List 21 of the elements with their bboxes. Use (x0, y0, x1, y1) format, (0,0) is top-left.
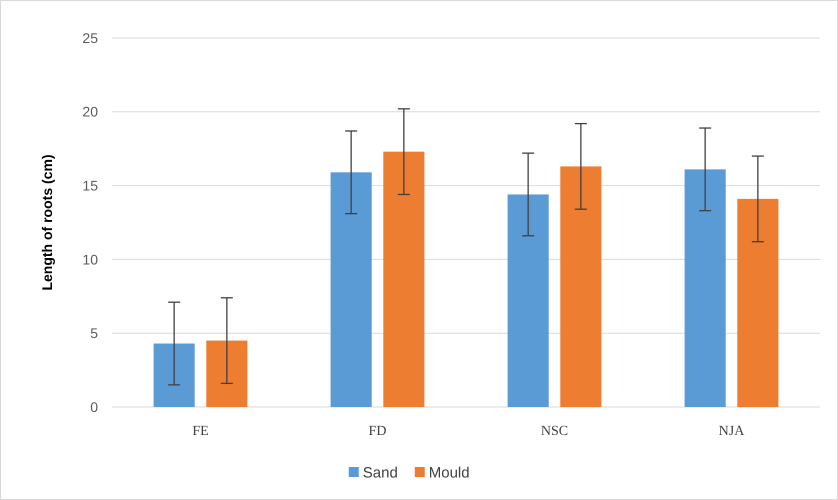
legend-label: Mould (428, 464, 470, 482)
bar (383, 152, 424, 407)
x-tick-label: FD (368, 424, 386, 439)
legend-label: Sand (362, 464, 398, 482)
y-tick-label: 15 (82, 178, 98, 194)
bar (508, 194, 549, 407)
bar (206, 340, 248, 407)
y-tick-label: 0 (90, 398, 98, 415)
y-tick-label: 25 (82, 30, 98, 46)
x-tick-label: NSC (540, 424, 568, 439)
bar (684, 169, 726, 407)
y-tick-label: 10 (82, 251, 98, 268)
bar (560, 166, 602, 407)
x-tick-label: FE (192, 424, 209, 439)
y-tick-label: 20 (82, 104, 98, 120)
y-axis-title: Length of roots (cm) (39, 154, 55, 291)
bar (154, 344, 195, 407)
bar (330, 172, 372, 407)
x-tick-label: NJA (718, 424, 746, 439)
y-tick-label: 5 (90, 325, 98, 342)
bar (737, 198, 778, 407)
